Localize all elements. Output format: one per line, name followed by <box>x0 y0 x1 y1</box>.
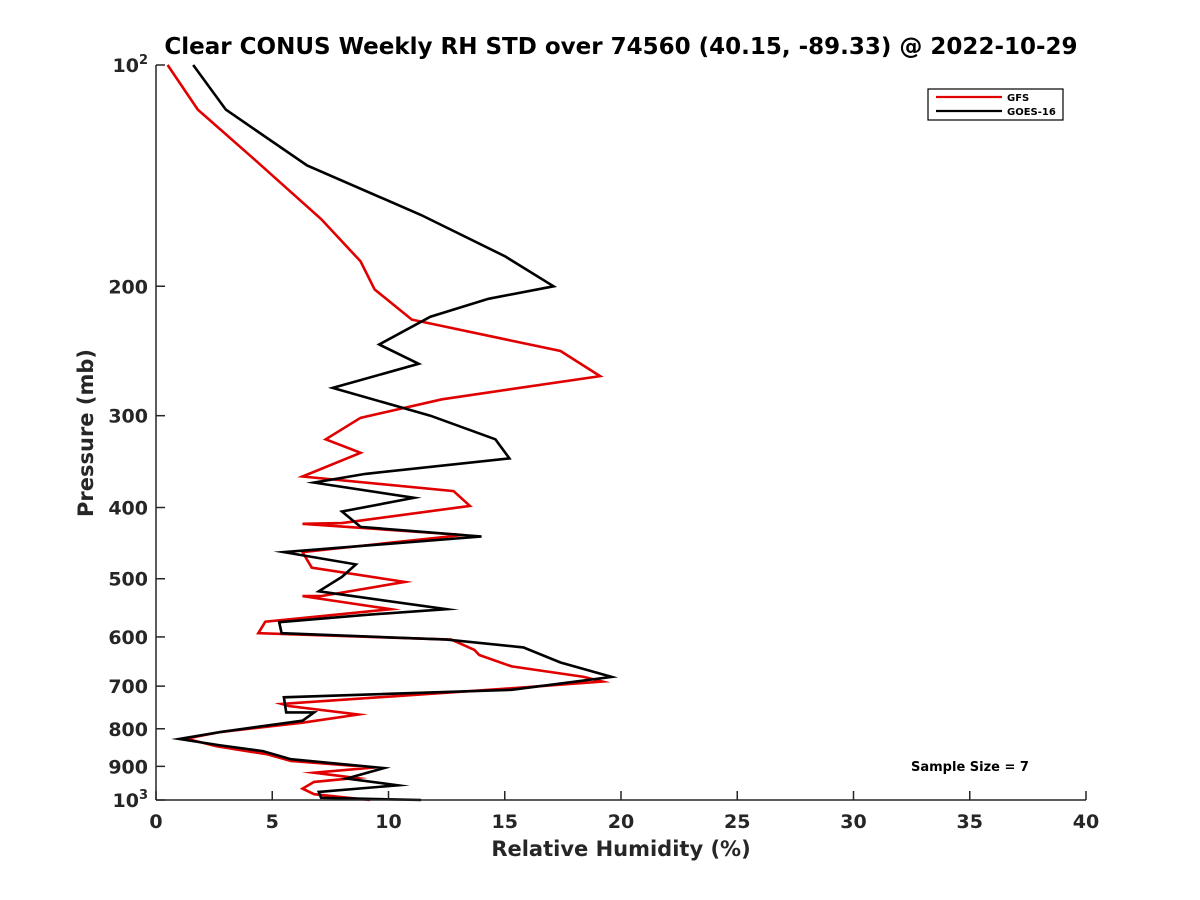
x-tick-label: 0 <box>149 811 162 833</box>
x-tick-label: 15 <box>492 811 518 833</box>
x-tick-label: 30 <box>840 811 866 833</box>
x-tick-label: 35 <box>957 811 983 833</box>
y-tick-label: 300 <box>108 406 148 428</box>
legend: GFS GOES-16 <box>927 88 1064 121</box>
y-tick-label: 400 <box>108 498 148 520</box>
x-axis-title: Relative Humidity (%) <box>491 837 750 861</box>
chart-title: Clear CONUS Weekly RH STD over 74560 (40… <box>164 34 1077 60</box>
y-tick-label: 900 <box>108 756 148 778</box>
sample-size-annotation: Sample Size = 7 <box>911 760 1029 775</box>
x-tick-label: 5 <box>266 811 279 833</box>
series-line-gfs <box>166 64 611 802</box>
y-tick-label: 200 <box>108 276 148 298</box>
plot-lines <box>166 64 619 802</box>
x-tick-label: 10 <box>375 811 401 833</box>
x-ticks: 0 5 10 15 20 25 30 35 40 <box>149 791 1099 833</box>
legend-label-goes-16: GOES-16 <box>1007 107 1056 118</box>
series-line-goes-16 <box>171 64 619 802</box>
legend-box <box>927 88 1064 121</box>
y-axis-title: Pressure (mb) <box>74 349 98 517</box>
y-tick-label: 800 <box>108 719 148 741</box>
x-tick-label: 25 <box>724 811 750 833</box>
y-tick-label: 500 <box>108 569 148 591</box>
legend-label-gfs: GFS <box>1007 93 1029 104</box>
y-tick-label: 700 <box>108 676 148 698</box>
y-tick-label: 600 <box>108 627 148 649</box>
x-tick-label: 20 <box>608 811 634 833</box>
x-tick-label: 40 <box>1073 811 1099 833</box>
